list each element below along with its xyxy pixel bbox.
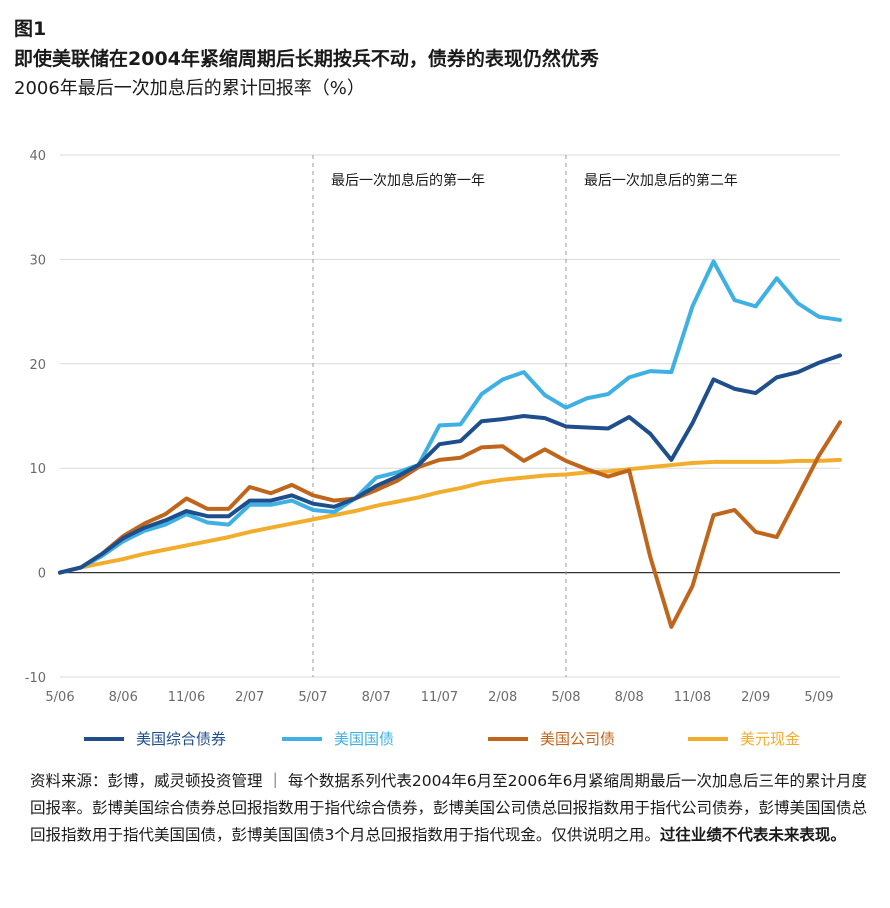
series-line-0 — [58, 353, 842, 575]
chart-subtitle: 2006年最后一次加息后的累计回报率（%） — [14, 78, 365, 99]
x-tick-label: 5/06 — [45, 690, 74, 705]
x-axis-ticks: 5/06 8/06 11/06 2/07 5/07 8/07 11/07 2/08 5/08 8/… — [45, 690, 833, 705]
x-tick-label: 11/06 — [168, 690, 205, 705]
period-annotations: 最后一次加息后的第一年 最后一次加息后的第二年 — [331, 172, 738, 189]
legend-swatch — [282, 736, 322, 741]
x-tick-label: 5/07 — [298, 690, 327, 705]
chart-title: 即使美联储在2004年紧缩周期后长期按兵不动，债券的表现仍然优秀 — [14, 48, 599, 70]
x-tick-label: 2/09 — [741, 690, 770, 705]
x-tick-label: 8/07 — [362, 690, 391, 705]
series-line-3 — [58, 457, 842, 575]
footnote-text: 资料来源：彭博，威灵顿投资管理 ｜ 每个数据系列代表2004年6月至2006年6… — [30, 772, 868, 844]
x-tick-label: 8/06 — [109, 690, 138, 705]
x-tick-label: 8/08 — [615, 690, 644, 705]
legend-item: 美国国债 — [282, 728, 394, 749]
legend-label: 美国公司债 — [540, 730, 616, 748]
x-tick-label: 11/08 — [674, 690, 711, 705]
series-line-2 — [58, 420, 842, 629]
legend-label: 美元现金 — [740, 730, 801, 748]
grid-lines — [60, 154, 840, 678]
legend: 美国综合债券 美国国债 美国公司债 美元现金 — [0, 728, 890, 752]
y-axis-ticks: -10 0 10 20 30 40 — [25, 149, 46, 686]
x-tick-label: 2/07 — [235, 690, 264, 705]
series-line-1 — [58, 259, 842, 575]
legend-label: 美国国债 — [334, 730, 395, 748]
period-annotation: 最后一次加息后的第二年 — [584, 172, 738, 189]
footnote: 资料来源：彭博，威灵顿投资管理 ｜ 每个数据系列代表2004年6月至2006年6… — [30, 768, 870, 849]
footnote-disclaimer: 过往业绩不代表未来表现。 — [659, 826, 846, 844]
x-tick-label: 11/07 — [421, 690, 458, 705]
legend-item: 美元现金 — [688, 728, 800, 749]
legend-swatch — [688, 736, 728, 741]
legend-item: 美国综合债券 — [84, 728, 226, 749]
line-chart: 最后一次加息后的第一年 最后一次加息后的第二年 -10 0 10 20 30 40 5/06… — [25, 149, 842, 705]
y-tick-label: -10 — [25, 671, 46, 686]
x-tick-label: 2/08 — [488, 690, 517, 705]
series-lines — [58, 259, 842, 629]
y-tick-label: 40 — [29, 149, 46, 164]
y-tick-label: 20 — [29, 358, 46, 373]
period-annotation: 最后一次加息后的第一年 — [331, 172, 485, 189]
legend-swatch — [84, 736, 124, 741]
y-tick-label: 0 — [38, 567, 46, 582]
y-tick-label: 30 — [29, 253, 46, 268]
legend-label: 美国综合债券 — [136, 730, 227, 748]
legend-item: 美国公司债 — [488, 728, 615, 749]
legend-swatch — [488, 736, 528, 741]
figure-label: 图1 — [14, 18, 47, 40]
y-tick-label: 10 — [29, 462, 46, 477]
period-dividers — [312, 155, 567, 677]
x-tick-label: 5/08 — [551, 690, 580, 705]
x-tick-label: 5/09 — [804, 690, 833, 705]
